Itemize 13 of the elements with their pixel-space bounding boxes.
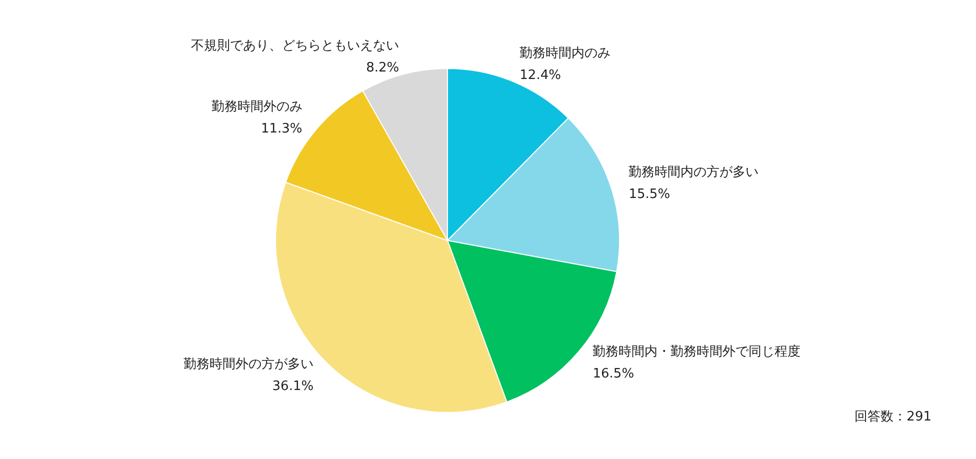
slice-label: 勤務時間内の方が多い [628, 164, 759, 180]
data-label: 16.5% [592, 366, 634, 382]
data-label: 8.2% [366, 60, 400, 76]
data-label: 15.5% [628, 186, 670, 202]
slice-label: 不規則であり、どちらともいえない [191, 38, 400, 54]
data-label: 11.3% [260, 122, 302, 137]
slice-label: 勤務時間外の方が多い [184, 356, 314, 372]
data-label: 36.1% [272, 378, 314, 394]
data-label: 12.4% [520, 68, 561, 84]
text: 回答数：291 [854, 410, 932, 424]
slice-label: 勤務時間内・勤務時間外で同じ程度 [592, 343, 801, 360]
slice-label: 勤務時間内のみ [520, 46, 611, 62]
slice-label: 勤務時間外のみ [211, 100, 302, 115]
